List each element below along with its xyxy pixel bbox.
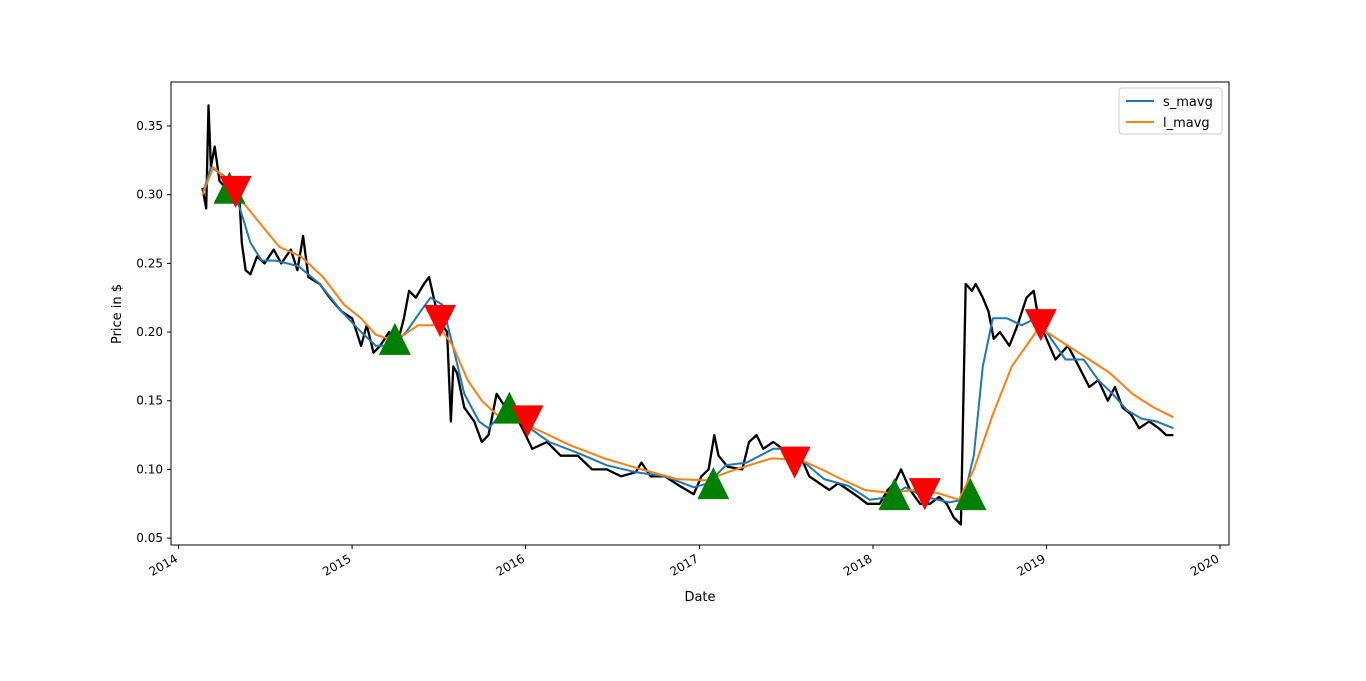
y-tick-label: 0.20: [136, 325, 163, 339]
sell-signal-marker-3: [511, 405, 544, 438]
legend-label-l-mavg: l_mavg: [1163, 116, 1210, 131]
series-lines: [201, 104, 1174, 526]
x-axis-title: Date: [684, 590, 715, 605]
series-line-l-mavg: [201, 166, 1174, 501]
plot-area: [201, 104, 1174, 526]
sell-signal-marker-1: [219, 175, 252, 208]
y-tick-label: 0.05: [136, 531, 163, 545]
y-axis: 0.05 0.10 0.15 0.20 0.25 0.30 0.35: [136, 119, 171, 545]
series-line-s-mavg: [201, 166, 1174, 504]
y-tick-label: 0.10: [136, 462, 163, 476]
y-tick-label: 0.25: [136, 256, 163, 270]
sell-signal-marker-6: [1024, 309, 1057, 342]
buy-signal-marker-4: [697, 467, 730, 500]
y-tick-label: 0.30: [136, 188, 163, 202]
signal-markers: [213, 171, 1057, 511]
y-tick-label: 0.15: [136, 394, 163, 408]
y-axis-title: Price in $: [110, 284, 125, 344]
buy-signal-marker-2: [378, 322, 411, 355]
sell-signal-marker-5: [908, 478, 941, 511]
buy-signal-marker-6: [954, 478, 987, 511]
sell-signal-marker-2: [424, 305, 457, 338]
legend: s_mavg l_mavg: [1118, 87, 1223, 135]
y-tick-label: 0.35: [136, 119, 163, 133]
legend-label-s-mavg: s_mavg: [1163, 95, 1213, 110]
sell-signal-marker-4: [778, 446, 811, 479]
buy-signal-marker-5: [878, 478, 911, 511]
